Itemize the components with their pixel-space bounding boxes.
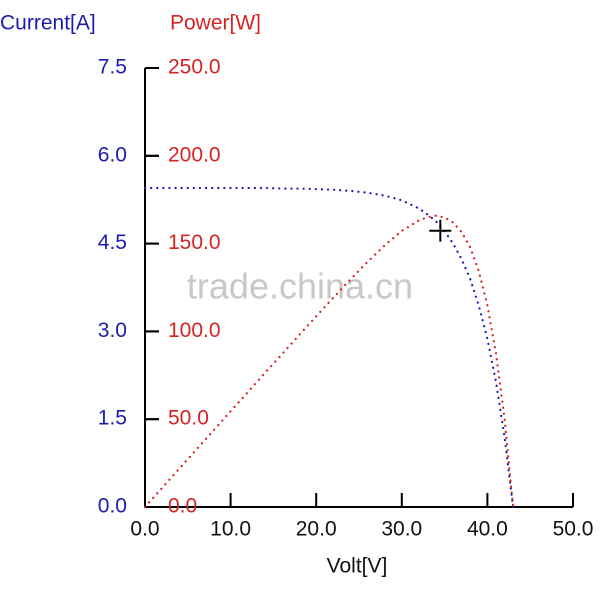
x-tick-label: 10.0	[210, 518, 251, 541]
y2-tick-label: 0.0	[168, 495, 197, 518]
x-tick-label: 50.0	[553, 518, 594, 541]
x-tick-label: 0.0	[130, 518, 159, 541]
y2-tick-label: 50.0	[168, 407, 209, 430]
y2-axis-label: Power[W]	[170, 12, 261, 35]
watermark: trade.china.cn	[187, 266, 413, 307]
y2-tick-label: 100.0	[168, 319, 221, 342]
y-tick-label: 6.0	[98, 143, 127, 166]
series-line	[143, 186, 515, 509]
y2-tick-label: 150.0	[168, 231, 221, 254]
x-tick-label: 40.0	[467, 518, 508, 541]
series-line	[143, 214, 515, 509]
y-tick-label: 4.5	[98, 231, 127, 254]
y-tick-label: 1.5	[98, 407, 127, 430]
x-axis-label: Volt[V]	[327, 555, 388, 578]
y-axis-label: Current[A]	[0, 12, 96, 35]
y-tick-label: 0.0	[98, 495, 127, 518]
x-tick-label: 30.0	[381, 518, 422, 541]
y-tick-label: 7.5	[98, 56, 127, 79]
y2-tick-label: 250.0	[168, 56, 221, 79]
y2-tick-label: 200.0	[168, 143, 221, 166]
y-tick-label: 3.0	[98, 319, 127, 342]
max-power-marker	[429, 219, 452, 242]
x-tick-label: 20.0	[296, 518, 337, 541]
